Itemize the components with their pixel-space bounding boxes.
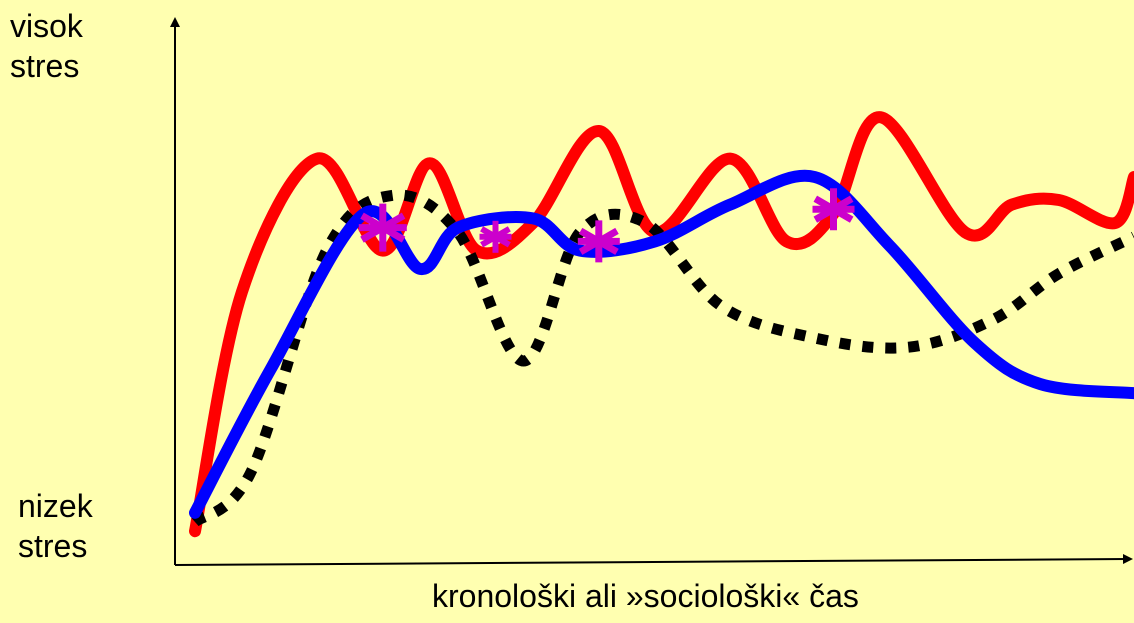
asterisk-marker	[577, 220, 620, 263]
y-axis-label-bottom: nizek stres	[18, 486, 138, 566]
axes	[170, 17, 1133, 566]
asterisk-marker	[479, 220, 512, 253]
y-axis-label-top-line2: stres	[10, 48, 80, 84]
asterisk-marker	[358, 203, 407, 252]
series-layer	[189, 111, 1134, 538]
series-line-black-dotted	[191, 189, 1134, 527]
x-axis	[174, 554, 1133, 566]
y-axis-label-top: visok stres	[10, 6, 130, 86]
series-line-red	[189, 111, 1134, 538]
y-axis-label-top-line1: visok	[10, 8, 83, 44]
marker-layer	[358, 188, 855, 263]
y-axis-label-bottom-line2: stres	[18, 528, 88, 564]
x-axis-label: kronološki ali »sociološki« čas	[432, 578, 859, 614]
asterisk-marker	[812, 188, 855, 231]
y-axis-label-bottom-line1: nizek	[18, 488, 93, 524]
series-line-blue	[189, 169, 1134, 519]
